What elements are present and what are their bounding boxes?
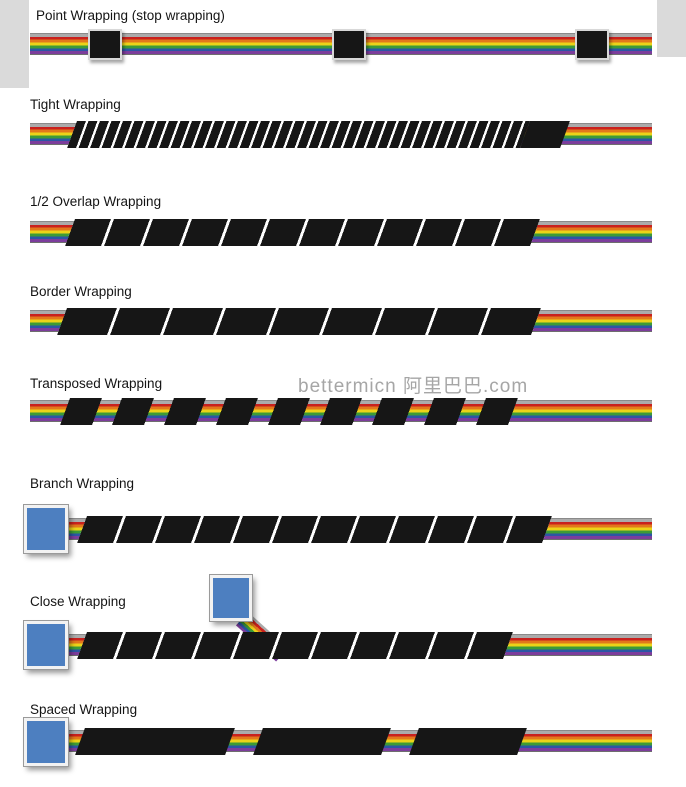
branch-main-connector [23,504,69,554]
branch-tap-connector [209,574,253,622]
spaced-wrap-segment-1 [75,728,235,755]
section-label-spaced-wrapping: Spaced Wrapping [30,702,138,717]
corner-shade-top-left [0,0,29,88]
stop-wrap-clip-2 [332,29,366,60]
ribbon-cable-transposed [30,398,652,425]
ribbon-cable-branch [56,516,652,543]
section-label-branch-wrapping: Branch Wrapping [30,476,135,491]
section-label-half-overlap-wrapping: 1/2 Overlap Wrapping [30,194,162,209]
tight-wrap-endcap [520,121,570,148]
half-overlap-wrap-pattern [65,219,540,246]
ribbon-cable-close [56,632,652,659]
close-main-connector [23,620,69,670]
tight-wrap-pattern [67,121,530,148]
stop-wrap-clip-1 [88,29,122,60]
ribbon-cable-spaced [56,728,652,755]
border-wrap-pattern [57,308,541,335]
section-label-point-wrapping: Point Wrapping (stop wrapping) [36,8,225,23]
transposed-wrap-pattern [60,398,518,425]
section-label-border-wrapping: Border Wrapping [30,284,132,299]
spaced-wrap-segment-3 [409,728,527,755]
section-label-close-wrapping: Close Wrapping [30,594,126,609]
spaced-wrap-segment-2 [253,728,391,755]
corner-shade-top-right [657,0,686,57]
spaced-main-connector [23,717,69,767]
ribbon-cable-half-overlap [30,219,652,246]
stop-wrap-clip-3 [575,29,609,60]
branch-wrap-pattern [77,516,552,543]
section-label-transposed-wrapping: Transposed Wrapping [30,376,163,391]
watermark: bettermicn 阿里巴巴.com [298,376,529,397]
ribbon-cable-border [30,308,652,335]
section-label-tight-wrapping: Tight Wrapping [30,97,121,112]
close-wrap-pattern [77,632,513,659]
ribbon-cable-tight [30,121,652,148]
ribbon-cable-point [30,29,652,60]
